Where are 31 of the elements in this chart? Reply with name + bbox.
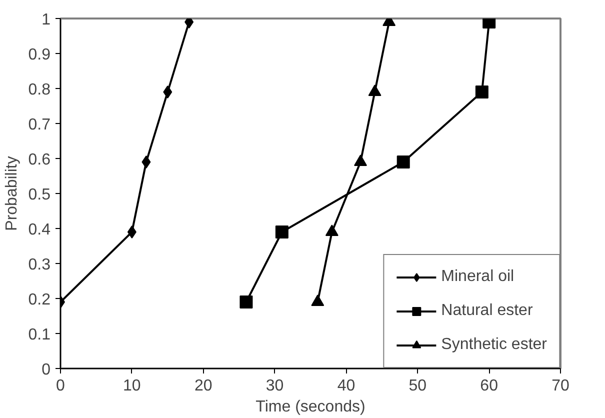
point <box>127 226 136 238</box>
y-tick-label: 0.2 <box>28 292 51 308</box>
x-tick-label: 0 <box>56 378 66 394</box>
y-tick-label: 0.3 <box>28 256 51 274</box>
y-tick-label: 1 <box>42 12 51 28</box>
point <box>396 156 410 168</box>
x-tick-label: 60 <box>480 378 498 394</box>
x-tick-label: 10 <box>123 378 141 394</box>
y-tick-label: 0.9 <box>28 46 51 64</box>
point <box>275 226 288 238</box>
y-tick-label: 0.6 <box>28 152 51 168</box>
x-axis-title: Time (seconds) <box>256 398 366 416</box>
point <box>475 86 488 98</box>
y-tick-label: 0 <box>42 362 51 378</box>
point <box>240 296 253 308</box>
y-tick-label: 0.5 <box>28 186 51 204</box>
y-tick-label: 0.4 <box>28 222 51 238</box>
point <box>163 86 172 98</box>
x-tick-label: 40 <box>337 378 356 394</box>
legend-label: Synthetic ester <box>441 336 547 354</box>
x-tick-label: 70 <box>552 378 570 394</box>
y-tick-label: 0.8 <box>28 82 51 98</box>
x-tick-label: 20 <box>194 378 212 394</box>
y-tick-label: 0.1 <box>28 326 51 344</box>
y-axis-title: Probability <box>3 156 20 231</box>
y-tick-label: 0.7 <box>28 116 51 134</box>
x-tick-label: 30 <box>266 378 284 394</box>
x-tick-label: 50 <box>408 378 427 394</box>
point <box>142 156 151 168</box>
legend-label: Natural ester <box>441 302 533 320</box>
legend-label: Mineral oil <box>441 268 514 286</box>
